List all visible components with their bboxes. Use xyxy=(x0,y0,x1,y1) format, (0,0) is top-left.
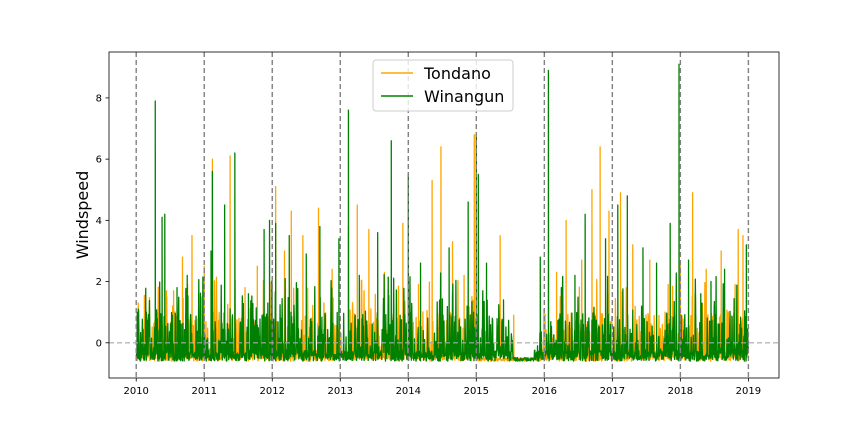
reference-lines xyxy=(109,52,779,378)
legend: Tondano Winangun xyxy=(372,59,514,112)
x-tick-label: 2012 xyxy=(260,386,285,397)
y-tick-label: 2 xyxy=(96,277,102,288)
y-tick-label: 8 xyxy=(96,93,102,104)
x-tick-label: 2011 xyxy=(192,386,217,397)
axes-frame xyxy=(108,51,780,379)
series-line-winangun xyxy=(135,63,750,362)
x-tick-label: 2010 xyxy=(123,386,148,397)
series-layer xyxy=(135,63,750,362)
x-axis: 2010 2011 2012 2013 2014 2015 2016 2017 2018 2019 xyxy=(123,378,761,397)
legend-label-tondano: Tondano xyxy=(423,64,491,83)
y-tick-label: 6 xyxy=(96,155,102,166)
y-axis: 0 2 4 6 8 xyxy=(96,93,109,349)
x-tick-label: 2014 xyxy=(396,386,421,397)
y-tick-label: 4 xyxy=(96,216,102,227)
y-axis-label: Windspeed xyxy=(73,171,92,260)
legend-label-winangun: Winangun xyxy=(424,87,504,106)
y-tick-label: 0 xyxy=(96,338,102,349)
x-tick-label: 2015 xyxy=(464,386,489,397)
x-tick-label: 2013 xyxy=(328,386,353,397)
x-tick-label: 2016 xyxy=(532,386,557,397)
x-tick-label: 2019 xyxy=(736,386,761,397)
x-tick-label: 2017 xyxy=(600,386,625,397)
x-tick-label: 2018 xyxy=(668,386,693,397)
